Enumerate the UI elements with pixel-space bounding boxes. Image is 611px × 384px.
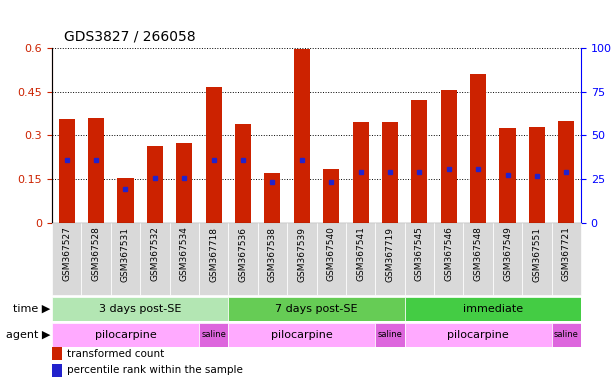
Text: saline: saline bbox=[201, 331, 226, 339]
Bar bbox=[117, 178, 134, 223]
Text: GSM367538: GSM367538 bbox=[268, 227, 277, 281]
Text: GSM367718: GSM367718 bbox=[209, 227, 218, 281]
Bar bbox=[470, 74, 486, 223]
Bar bbox=[52, 348, 62, 360]
Bar bbox=[499, 128, 516, 223]
Bar bbox=[147, 146, 163, 223]
Bar bbox=[81, 223, 111, 295]
Bar bbox=[258, 223, 287, 295]
Text: GSM367551: GSM367551 bbox=[532, 227, 541, 281]
Text: GSM367541: GSM367541 bbox=[356, 227, 365, 281]
Text: GSM367546: GSM367546 bbox=[444, 227, 453, 281]
Text: GSM367527: GSM367527 bbox=[62, 227, 71, 281]
Text: time ▶: time ▶ bbox=[13, 304, 50, 314]
Text: pilocarpine: pilocarpine bbox=[447, 330, 509, 340]
Bar bbox=[287, 223, 316, 295]
Bar bbox=[441, 90, 457, 223]
Text: GSM367721: GSM367721 bbox=[562, 227, 571, 281]
Bar bbox=[59, 119, 75, 223]
Bar bbox=[434, 223, 464, 295]
Bar bbox=[375, 223, 404, 295]
Bar bbox=[552, 223, 581, 295]
Text: saline: saline bbox=[554, 331, 579, 339]
Text: pilocarpine: pilocarpine bbox=[95, 330, 156, 340]
Bar bbox=[552, 323, 581, 347]
Bar bbox=[529, 127, 545, 223]
Bar bbox=[88, 118, 104, 223]
Bar bbox=[558, 121, 574, 223]
Bar bbox=[111, 223, 140, 295]
Bar bbox=[199, 223, 229, 295]
Bar bbox=[464, 223, 493, 295]
Text: GSM367534: GSM367534 bbox=[180, 227, 189, 281]
Text: GSM367528: GSM367528 bbox=[92, 227, 101, 281]
Text: GSM367719: GSM367719 bbox=[386, 227, 395, 281]
Bar bbox=[346, 223, 375, 295]
Bar bbox=[522, 223, 552, 295]
Bar bbox=[229, 223, 258, 295]
Text: GSM367536: GSM367536 bbox=[238, 227, 247, 281]
Bar bbox=[323, 169, 339, 223]
Bar bbox=[493, 223, 522, 295]
Text: GDS3827 / 266058: GDS3827 / 266058 bbox=[64, 30, 196, 44]
Bar bbox=[294, 50, 310, 223]
Bar bbox=[205, 88, 222, 223]
Text: GSM367549: GSM367549 bbox=[503, 227, 512, 281]
Bar bbox=[235, 124, 251, 223]
Bar bbox=[52, 297, 229, 321]
Text: GSM367545: GSM367545 bbox=[415, 227, 424, 281]
Bar bbox=[229, 297, 404, 321]
Bar bbox=[411, 101, 428, 223]
Text: 3 days post-SE: 3 days post-SE bbox=[99, 304, 181, 314]
Bar bbox=[176, 143, 192, 223]
Bar bbox=[199, 323, 229, 347]
Bar bbox=[140, 223, 170, 295]
Text: GSM367531: GSM367531 bbox=[121, 227, 130, 281]
Text: agent ▶: agent ▶ bbox=[5, 330, 50, 340]
Text: GSM367539: GSM367539 bbox=[298, 227, 306, 281]
Bar bbox=[170, 223, 199, 295]
Bar bbox=[404, 323, 552, 347]
Bar bbox=[265, 174, 280, 223]
Bar bbox=[382, 122, 398, 223]
Bar bbox=[229, 323, 375, 347]
Bar bbox=[375, 323, 404, 347]
Text: GSM367532: GSM367532 bbox=[150, 227, 159, 281]
Text: transformed count: transformed count bbox=[67, 349, 164, 359]
Text: percentile rank within the sample: percentile rank within the sample bbox=[67, 365, 243, 375]
Bar bbox=[353, 122, 368, 223]
Text: 7 days post-SE: 7 days post-SE bbox=[275, 304, 358, 314]
Bar bbox=[404, 223, 434, 295]
Text: immediate: immediate bbox=[463, 304, 523, 314]
Bar bbox=[404, 297, 581, 321]
Bar bbox=[52, 223, 81, 295]
Bar bbox=[52, 323, 199, 347]
Text: saline: saline bbox=[378, 331, 403, 339]
Bar bbox=[316, 223, 346, 295]
Text: GSM367548: GSM367548 bbox=[474, 227, 483, 281]
Text: GSM367540: GSM367540 bbox=[327, 227, 335, 281]
Text: pilocarpine: pilocarpine bbox=[271, 330, 332, 340]
Bar bbox=[52, 364, 62, 376]
